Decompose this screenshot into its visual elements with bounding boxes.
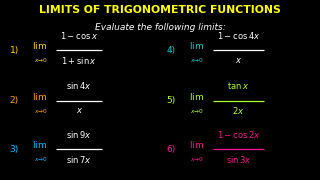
Text: $\lim$: $\lim$ [32, 139, 47, 150]
Text: 1): 1) [10, 46, 19, 55]
Text: $\lim$: $\lim$ [189, 139, 204, 150]
Text: $2x$: $2x$ [232, 105, 244, 116]
Text: $x\!\to\!0$: $x\!\to\!0$ [34, 56, 48, 64]
Text: $x\!\to\!0$: $x\!\to\!0$ [190, 107, 205, 115]
Text: $\lim$: $\lim$ [32, 91, 47, 102]
Text: $1 - \cos 4x$: $1 - \cos 4x$ [217, 30, 260, 41]
Text: $1 - \cos 2x$: $1 - \cos 2x$ [217, 129, 260, 140]
Text: $x$: $x$ [76, 106, 83, 115]
Text: $x\!\to\!0$: $x\!\to\!0$ [190, 155, 205, 163]
Text: $x$: $x$ [235, 56, 242, 65]
Text: $\sin 3x$: $\sin 3x$ [226, 154, 251, 165]
Text: Evaluate the following limits:: Evaluate the following limits: [95, 23, 225, 32]
Text: 5): 5) [166, 96, 176, 105]
Text: $\lim$: $\lim$ [189, 40, 204, 51]
Text: $\sin 9x$: $\sin 9x$ [66, 129, 92, 140]
Text: $\tan x$: $\tan x$ [227, 80, 250, 91]
Text: $\lim$: $\lim$ [32, 40, 47, 51]
Text: $1 - \cos x$: $1 - \cos x$ [60, 30, 98, 41]
Text: 4): 4) [166, 46, 176, 55]
Text: $\sin 7x$: $\sin 7x$ [66, 154, 92, 165]
Text: LIMITS OF TRIGONOMETRIC FUNCTIONS: LIMITS OF TRIGONOMETRIC FUNCTIONS [39, 5, 281, 15]
Text: $1 + \sin x$: $1 + \sin x$ [61, 55, 97, 66]
Text: 6): 6) [166, 145, 176, 154]
Text: 2): 2) [10, 96, 19, 105]
Text: 3): 3) [10, 145, 19, 154]
Text: $\lim$: $\lim$ [189, 91, 204, 102]
Text: $x\!\to\!0$: $x\!\to\!0$ [34, 155, 48, 163]
Text: $\sin 4x$: $\sin 4x$ [66, 80, 92, 91]
Text: $x\!\to\!0$: $x\!\to\!0$ [34, 107, 48, 115]
Text: $x\!\to\!0$: $x\!\to\!0$ [190, 56, 205, 64]
